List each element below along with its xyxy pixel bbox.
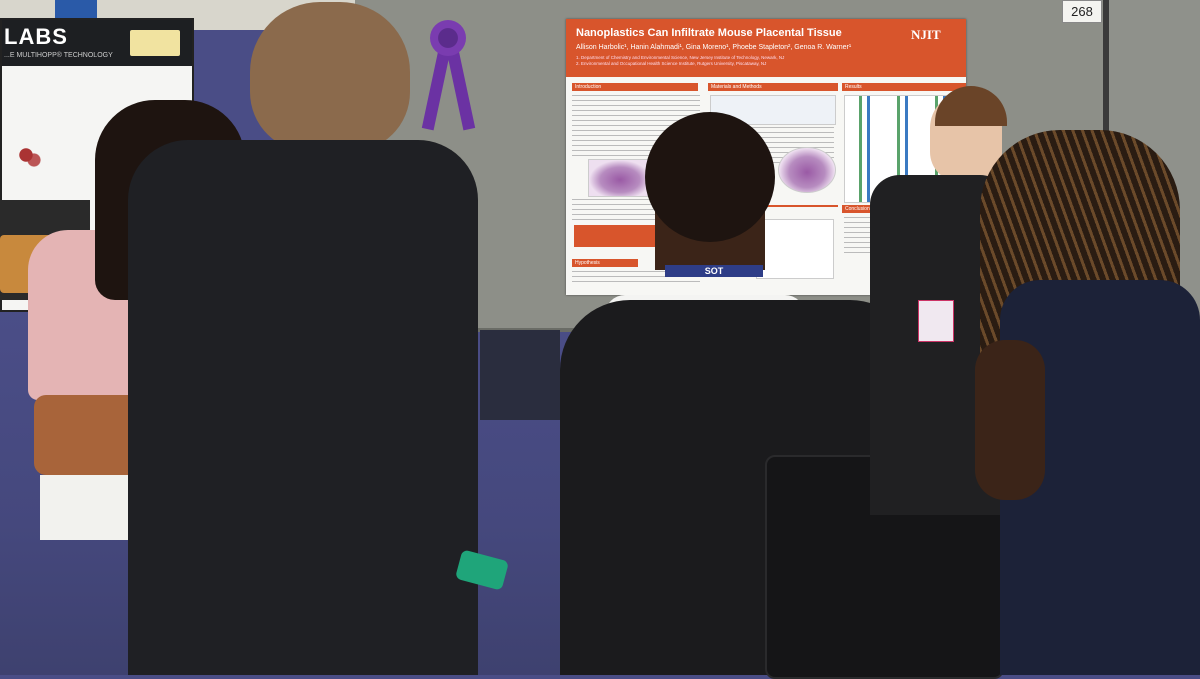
person-man-head: [250, 2, 410, 152]
poster-header: Nanoplastics Can Infiltrate Mouse Placen…: [566, 19, 966, 77]
section-introduction: Introduction: [572, 83, 698, 91]
person-background-legs: [480, 330, 560, 420]
product-box-icon: [130, 30, 180, 56]
research-poster: Nanoplastics Can Infiltrate Mouse Placen…: [566, 19, 966, 295]
section-results-2: [708, 205, 838, 207]
tissue-image: [588, 159, 652, 197]
award-ribbon-icon: [430, 20, 466, 56]
poster-title: Nanoplastics Can Infiltrate Mouse Placen…: [576, 27, 842, 39]
exhibit-title: LABS: [4, 24, 68, 49]
person-center-hair: [645, 112, 775, 242]
exhibit-graphic: [6, 130, 46, 180]
booth-number: 268: [1062, 0, 1102, 23]
blue-banner: [55, 0, 97, 18]
section-hypothesis: Hypothesis: [572, 259, 638, 267]
exhibit-header: LABS ...E MULTIHOPP® TECHNOLOGY: [2, 20, 192, 66]
poster-authors: Allison Harbolic¹, Hanin Alahmadi¹, Gina…: [576, 44, 852, 51]
exhibit-subtitle: ...E MULTIHOPP® TECHNOLOGY: [4, 52, 113, 59]
lanyard: SOT: [665, 265, 763, 277]
affiliation-2: 2. Environmental and Occupational Health…: [576, 61, 767, 66]
section-methods: Materials and Methods: [708, 83, 838, 91]
presenter-badge: [918, 300, 954, 342]
person-braids-arm: [975, 340, 1045, 500]
person-man-suit: [128, 140, 478, 675]
white-tote-bag: [40, 475, 140, 540]
placenta-image: [778, 147, 836, 193]
bar-chart-figure: [756, 219, 834, 279]
poster-logo: NJIT: [911, 27, 941, 42]
poster-affiliations: 1. Department of Chemistry and Environme…: [576, 55, 876, 67]
affiliation-1: 1. Department of Chemistry and Environme…: [576, 55, 785, 60]
section-results: Results: [842, 83, 966, 91]
methods-diagram: [710, 95, 836, 125]
